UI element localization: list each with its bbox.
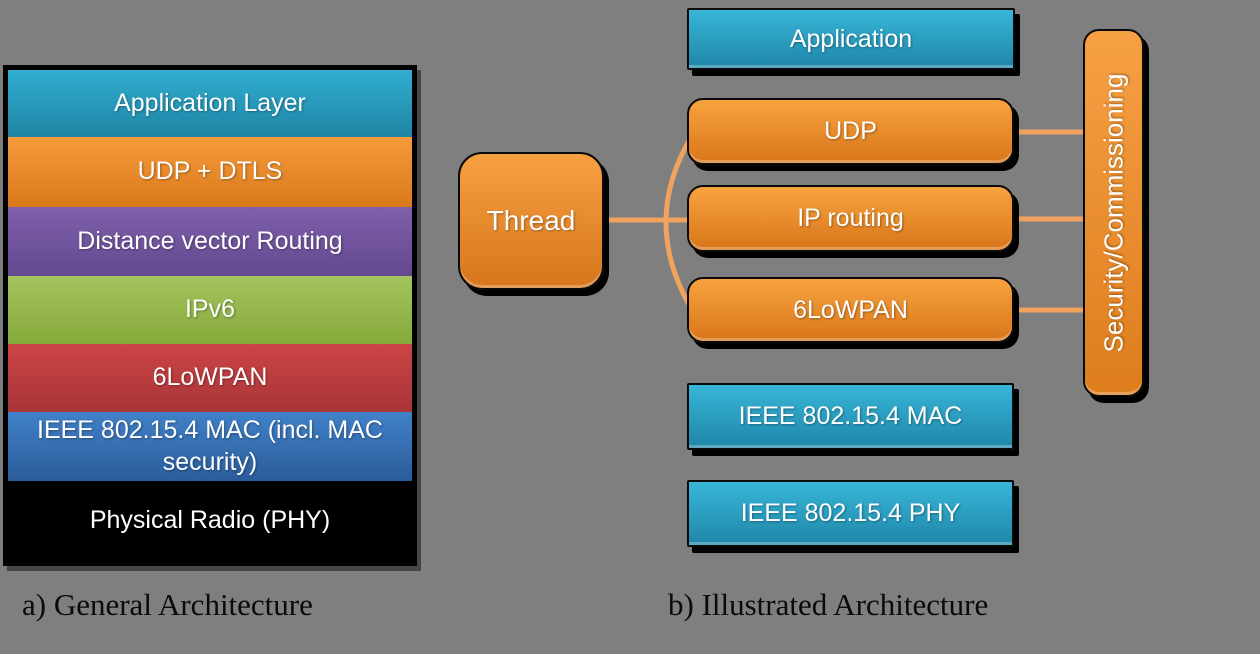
caption-illustrated-architecture: b) Illustrated Architecture xyxy=(668,587,989,622)
general-architecture-stack: Application Layer UDP + DTLS Distance ve… xyxy=(3,65,417,566)
layer-physical-radio: Physical Radio (PHY) xyxy=(8,481,412,561)
layer-distance-routing: Distance vector Routing xyxy=(8,207,412,276)
ieee-phy-box: IEEE 802.15.4 PHY xyxy=(687,480,1014,547)
udp-box: UDP xyxy=(687,98,1014,165)
security-commissioning-label: Security/Commissioning xyxy=(1098,73,1128,353)
ieee-mac-box: IEEE 802.15.4 MAC xyxy=(687,383,1014,450)
layer-ieee-mac: IEEE 802.15.4 MAC (incl. MAC security) xyxy=(8,412,412,481)
security-commissioning-bar: Security/Commissioning xyxy=(1083,29,1144,397)
application-box: Application xyxy=(687,8,1015,70)
caption-general-architecture: a) General Architecture xyxy=(22,587,313,622)
layer-udp-dtls: UDP + DTLS xyxy=(8,137,412,207)
ip-routing-box: IP routing xyxy=(687,185,1014,252)
layer-6lowpan: 6LoWPAN xyxy=(8,344,412,412)
layer-application: Application Layer xyxy=(8,70,412,137)
layer-ipv6: IPv6 xyxy=(8,276,412,344)
thread-box: Thread xyxy=(458,152,604,290)
6lowpan-box: 6LoWPAN xyxy=(687,277,1014,343)
